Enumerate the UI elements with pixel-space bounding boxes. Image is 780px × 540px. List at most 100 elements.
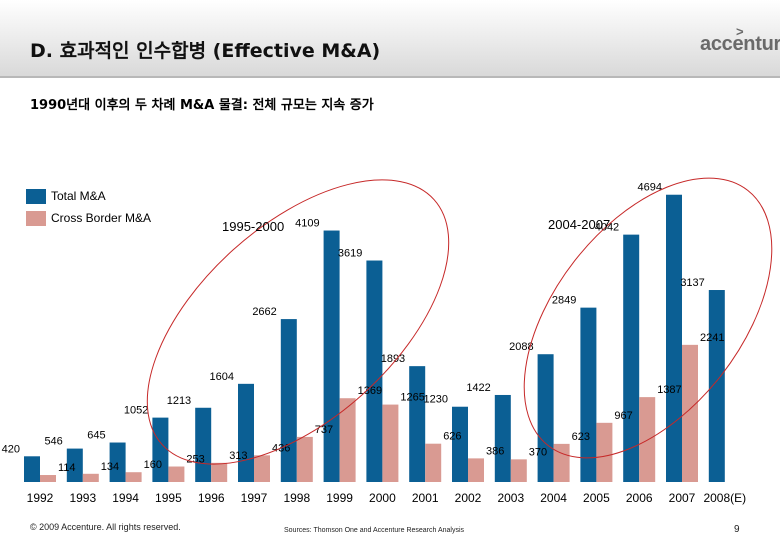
x-tick-1992: 1992 xyxy=(27,491,54,505)
x-tick-1993: 1993 xyxy=(69,491,96,505)
slide-subtitle: 1990년대 이후의 두 차례 M&A 물결: 전체 규모는 지속 증가 xyxy=(30,98,374,113)
bar-cross-border-1995 xyxy=(168,466,185,482)
label-cross-border-1996: 313 xyxy=(229,450,247,462)
x-tick-2002: 2002 xyxy=(455,491,482,505)
label-cross-border-2001: 626 xyxy=(443,431,461,443)
chart-legend: Total M&A Cross Border M&A xyxy=(26,186,151,230)
bar-total-2008(E) xyxy=(708,290,725,482)
label-total-2007: 4694 xyxy=(638,182,662,194)
footer-sources: Sources: Thomson One and Accenture Resea… xyxy=(284,527,465,534)
x-tick-1995: 1995 xyxy=(155,491,182,505)
legend-swatch-cross-border xyxy=(26,210,46,226)
bar-cross-border-1998 xyxy=(296,436,313,482)
bar-cross-border-2005 xyxy=(596,422,613,482)
legend-item-cross-border: Cross Border M&A xyxy=(26,208,151,228)
bar-total-2000 xyxy=(366,260,383,482)
label-total-2006: 4042 xyxy=(595,222,619,234)
x-tick-1999: 1999 xyxy=(326,491,353,505)
x-tick-1996: 1996 xyxy=(198,491,225,505)
x-tick-2008(E): 2008(E) xyxy=(703,491,746,505)
x-tick-2007: 2007 xyxy=(669,491,696,505)
bar-total-2002 xyxy=(452,406,468,482)
bar-total-1997 xyxy=(238,383,254,482)
bar-total-1993 xyxy=(66,448,83,482)
page-number: 9 xyxy=(734,524,740,535)
bar-total-2007 xyxy=(666,194,682,482)
label-total-1993: 546 xyxy=(44,436,62,448)
label-cross-border-2003: 370 xyxy=(529,446,547,458)
bar-total-2006 xyxy=(623,234,640,482)
bar-cross-border-1997 xyxy=(254,455,270,482)
label-total-2008(E): 3137 xyxy=(680,277,704,289)
x-tick-1998: 1998 xyxy=(283,491,310,505)
label-total-1998: 2662 xyxy=(252,306,276,318)
slide-title: D. 효과적인 인수합병 (Effective M&A) xyxy=(30,40,381,62)
legend-item-total: Total M&A xyxy=(26,186,151,206)
label-total-1994: 645 xyxy=(87,430,105,442)
bar-cross-border-2000 xyxy=(382,404,399,482)
x-tick-2003: 2003 xyxy=(497,491,524,505)
bar-cross-border-2001 xyxy=(425,443,442,482)
bar-cross-border-1993 xyxy=(82,473,99,482)
footer-copyright: © 2009 Accenture. All rights reserved. xyxy=(30,522,181,532)
label-cross-border-2002: 386 xyxy=(486,445,504,457)
label-total-1997: 1604 xyxy=(210,371,234,383)
label-total-2000: 3619 xyxy=(338,248,362,260)
bar-total-2004 xyxy=(537,354,554,482)
legend-swatch-total xyxy=(26,188,46,204)
bar-total-1998 xyxy=(280,319,297,482)
label-cross-border-1998: 737 xyxy=(315,424,333,436)
label-cross-border-1994: 160 xyxy=(144,459,162,471)
label-cross-border-2005: 967 xyxy=(614,410,632,422)
label-total-1992: 420 xyxy=(2,443,20,455)
label-total-2002: 1230 xyxy=(424,394,448,406)
x-tick-2006: 2006 xyxy=(626,491,653,505)
x-tick-1997: 1997 xyxy=(241,491,268,505)
label-cross-border-1993: 134 xyxy=(101,461,119,473)
label-total-2005: 2849 xyxy=(552,295,576,307)
bar-cross-border-2003 xyxy=(510,459,527,482)
x-tick-2005: 2005 xyxy=(583,491,610,505)
label-total-1995: 1052 xyxy=(124,405,148,417)
bar-total-1995 xyxy=(152,417,169,482)
label-cross-border-2007: 2241 xyxy=(700,332,724,344)
bar-total-1999 xyxy=(323,230,340,482)
bar-cross-border-1999 xyxy=(339,398,356,482)
header-band xyxy=(0,0,780,76)
bar-total-2001 xyxy=(409,366,426,482)
label-total-1996: 1213 xyxy=(167,395,191,407)
x-tick-1994: 1994 xyxy=(112,491,139,505)
label-cross-border-2006: 1387 xyxy=(657,384,681,396)
bar-total-1996 xyxy=(195,407,212,482)
logo-chevron-icon: > xyxy=(736,24,744,39)
x-tick-2004: 2004 xyxy=(540,491,567,505)
label-cross-border-1995: 253 xyxy=(186,454,204,466)
bar-total-1992 xyxy=(24,456,40,482)
wave-1995-2000-ellipse xyxy=(146,179,450,465)
bar-total-2003 xyxy=(494,394,511,482)
x-tick-2001: 2001 xyxy=(412,491,439,505)
bar-cross-border-1994 xyxy=(125,472,142,482)
wave-label-2004-2007: 2004-2007 xyxy=(548,217,610,232)
bar-cross-border-2007 xyxy=(682,344,698,482)
label-cross-border-1999: 1369 xyxy=(358,385,382,397)
wave-2004-2007-ellipse xyxy=(523,177,773,459)
bar-cross-border-2002 xyxy=(468,458,484,482)
accenture-logo: accenture xyxy=(700,33,780,55)
bar-total-2005 xyxy=(580,307,597,482)
header-divider xyxy=(0,76,780,78)
legend-label-cross-border: Cross Border M&A xyxy=(51,211,152,225)
label-total-2003: 1422 xyxy=(466,382,490,394)
bar-cross-border-2006 xyxy=(639,397,656,482)
bar-cross-border-1992 xyxy=(40,475,56,482)
bar-total-1994 xyxy=(109,442,126,482)
bar-cross-border-2004 xyxy=(553,443,570,482)
label-cross-border-1992: 114 xyxy=(58,462,76,474)
label-total-2004: 2088 xyxy=(509,341,533,353)
legend-label-total: Total M&A xyxy=(51,189,106,203)
x-tick-2000: 2000 xyxy=(369,491,396,505)
wave-label-1995-2000: 1995-2000 xyxy=(222,219,284,234)
bar-cross-border-1996 xyxy=(211,462,228,482)
label-cross-border-2004: 623 xyxy=(572,431,590,443)
